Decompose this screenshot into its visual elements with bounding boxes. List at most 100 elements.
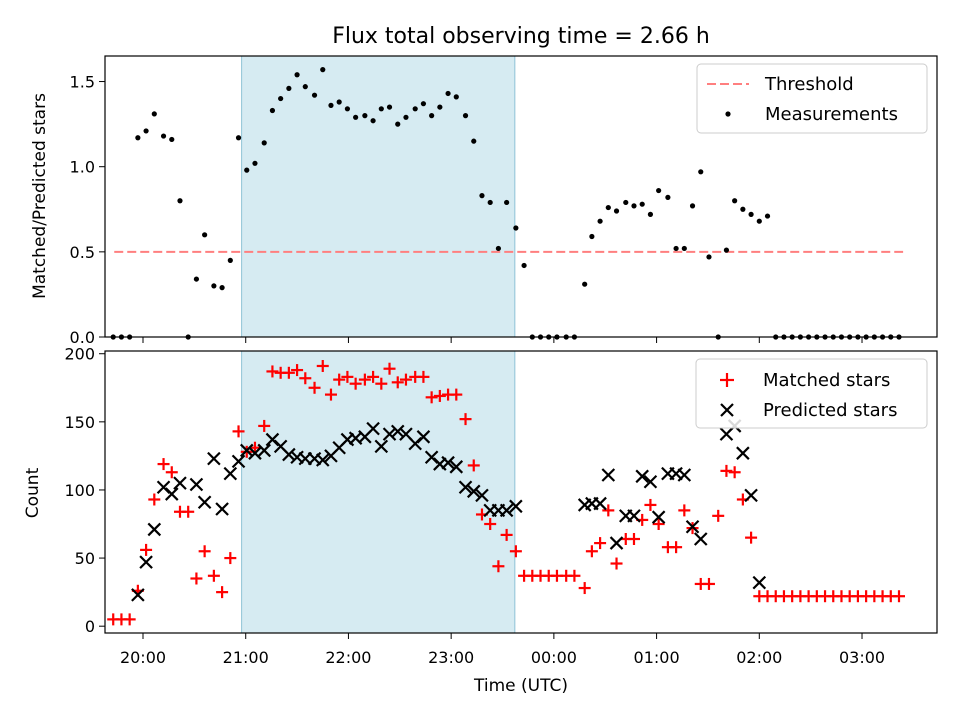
bottom-y-tick-label: 100 (64, 481, 95, 500)
matched-star-point (299, 372, 312, 385)
predicted-star-point (499, 503, 514, 518)
legend-matched-swatch (720, 373, 734, 387)
measurement-point (605, 204, 611, 211)
predicted-star-point (139, 555, 153, 569)
predicted-star-point (744, 488, 758, 503)
measurement-point (311, 92, 318, 98)
predicted-stars-series (131, 419, 767, 602)
measurement-point (656, 187, 662, 194)
x-axis-label: Time (UTC) (473, 676, 568, 696)
measurement-point (689, 203, 696, 209)
measurement-point (202, 232, 208, 238)
measurement-point (589, 233, 595, 240)
matched-star-point (644, 498, 657, 511)
matched-star-point (123, 613, 136, 626)
bottom-y-axis: 0 50 100 150 200 (64, 345, 105, 636)
measurement-point (386, 104, 393, 110)
matched-star-point (308, 381, 321, 394)
measurement-point (252, 160, 258, 166)
predicted-star-point (752, 575, 767, 590)
measurement-point (521, 262, 527, 269)
matched-star-point (720, 464, 733, 477)
matched-star-point (198, 545, 211, 558)
matched-star-point (165, 466, 178, 479)
matched-star-point (459, 413, 472, 426)
predicted-star-point (441, 455, 455, 470)
matched-star-point (578, 582, 591, 595)
measurement-point (698, 169, 704, 175)
predicted-star-point (685, 519, 700, 534)
matched-star-point (157, 458, 170, 471)
measurement-point (495, 245, 502, 252)
measurement-point (278, 95, 284, 102)
predicted-star-point (609, 536, 624, 550)
measurement-point (732, 198, 738, 204)
x-tick-label: 03:00 (839, 648, 885, 667)
matched-star-point (383, 362, 396, 375)
measurement-point (378, 106, 384, 112)
predicted-star-point (601, 468, 616, 482)
bottom-legend: Matched stars Predicted stars (695, 358, 928, 429)
legend-measurements-swatch (725, 111, 731, 117)
predicted-star-point (651, 510, 666, 524)
measurement-point (479, 193, 485, 199)
measurement-point (437, 104, 443, 110)
matched-star-point (216, 586, 229, 599)
predicted-star-point (207, 451, 221, 466)
bottom-y-tick-label: 0 (85, 617, 95, 636)
measurement-point (395, 121, 401, 127)
top-y-tick-label: 0.0 (70, 328, 95, 347)
predicted-star-point (366, 421, 380, 436)
matched-star-point (610, 557, 623, 570)
measurement-point (160, 133, 167, 139)
top-y-tick-label: 1.0 (70, 158, 95, 177)
matched-star-point (492, 560, 505, 573)
bottom-panel: 0 50 100 150 200 20:00 21:00 22:00 23:00 00:00 01… (23, 345, 938, 696)
matched-star-point (652, 518, 665, 531)
matched-star-point (602, 504, 615, 517)
top-y-tick-label: 1.5 (70, 73, 95, 92)
measurement-point (445, 90, 451, 97)
measurement-point (471, 138, 477, 144)
matched-star-point (702, 577, 715, 590)
measurement-point (269, 107, 276, 114)
measurement-point (613, 208, 620, 214)
x-tick-label: 21:00 (223, 648, 269, 667)
measurement-point (135, 135, 141, 141)
measurement-point (462, 113, 469, 119)
x-tick-label: 20:00 (120, 648, 166, 667)
predicted-star-point (131, 588, 145, 602)
measurement-point (235, 135, 242, 141)
measurement-point (429, 113, 435, 119)
measurement-point (673, 245, 679, 252)
matched-star-point (316, 359, 329, 372)
predicted-star-point (466, 484, 481, 499)
measurement-point (740, 206, 746, 212)
measurement-point (639, 201, 645, 207)
matched-star-point (585, 545, 598, 558)
matched-star-point (433, 389, 446, 402)
matched-star-point (627, 533, 640, 545)
predicted-star-point (635, 469, 649, 484)
measurement-point (665, 194, 671, 200)
predicted-star-point (677, 468, 692, 482)
predicted-star-point (736, 446, 750, 460)
matched-star-point (484, 518, 497, 531)
matched-star-point (391, 376, 404, 389)
matched-star-point (258, 419, 271, 432)
top-legend: Threshold Measurements (696, 63, 928, 134)
matched-star-point (190, 572, 203, 585)
predicted-star-point (416, 430, 431, 444)
predicted-star-point (382, 427, 397, 441)
top-y-axis: 0.0 0.5 1.0 1.5 (70, 73, 105, 347)
measurement-point (302, 84, 308, 90)
predicted-star-point (390, 424, 405, 439)
predicted-star-point (449, 460, 464, 474)
matched-star-point (324, 388, 337, 401)
top-highlight-span (241, 55, 516, 338)
measurement-point (328, 102, 334, 108)
matched-star-point (425, 391, 438, 404)
bottom-y-tick-label: 50 (75, 549, 95, 568)
predicted-star-point (223, 466, 238, 481)
measurement-point (706, 254, 712, 260)
